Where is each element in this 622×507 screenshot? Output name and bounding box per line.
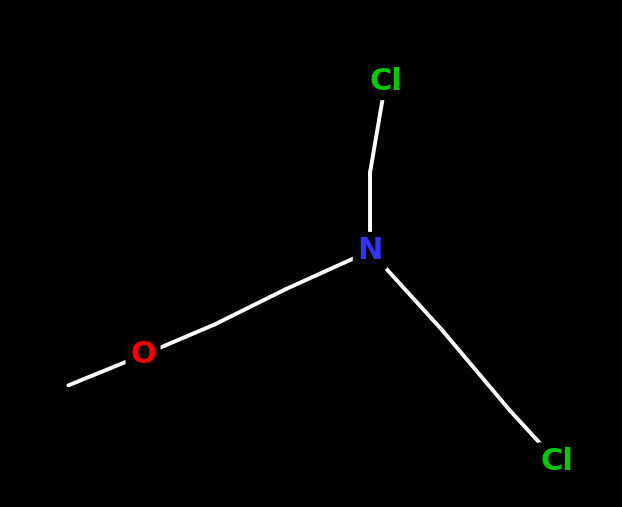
Text: O: O [130, 340, 156, 370]
Text: Cl: Cl [369, 66, 402, 96]
Text: N: N [358, 236, 383, 266]
Text: Cl: Cl [541, 447, 573, 476]
